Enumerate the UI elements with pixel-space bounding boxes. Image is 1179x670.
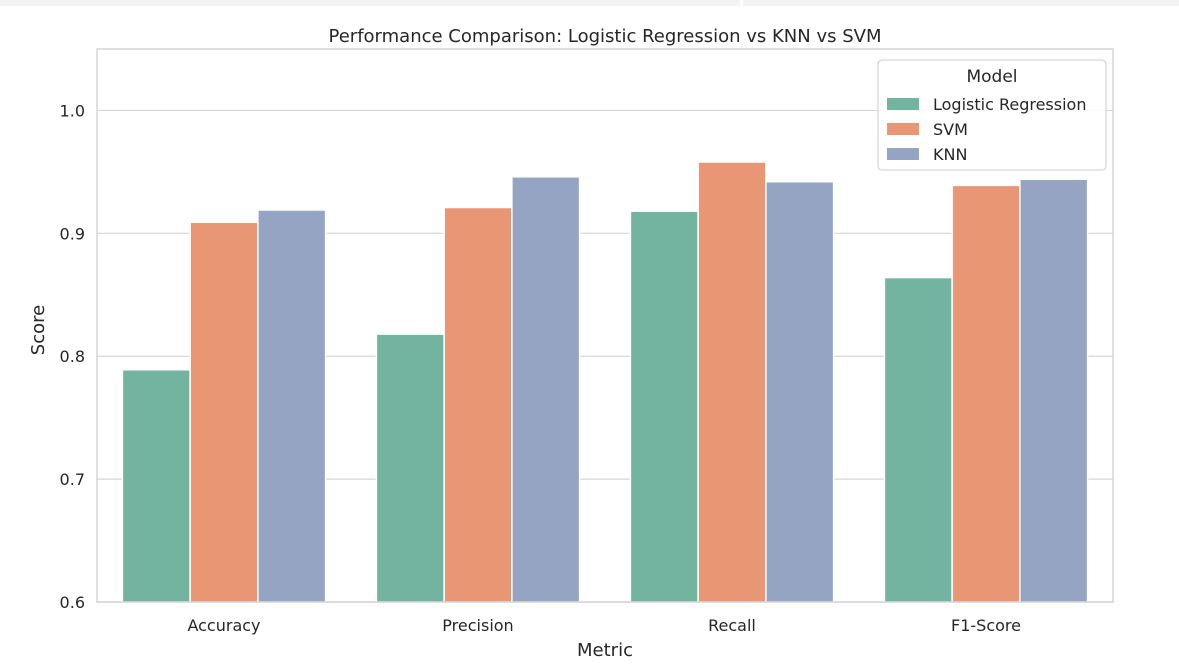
legend-swatch: [887, 148, 919, 160]
bar-knn: [765, 180, 835, 603]
chart-title: Performance Comparison: Logistic Regress…: [329, 26, 882, 47]
bar-svm: [697, 161, 767, 603]
y-tick-label: 0.6: [60, 593, 85, 612]
top-strip: [0, 0, 740, 6]
bar-svm: [443, 206, 513, 603]
y-tick-label: 1.0: [60, 101, 85, 120]
legend-label: KNN: [933, 145, 967, 164]
x-tick-label: Precision: [442, 616, 513, 635]
y-tick-label: 0.7: [60, 470, 85, 489]
legend-label: SVM: [933, 120, 968, 139]
y-tick-label: 0.8: [60, 347, 85, 366]
legend-swatch: [887, 98, 919, 110]
plot-frame: [96, 48, 1114, 603]
bar-svm: [951, 184, 1021, 603]
bar-knn: [1019, 178, 1089, 603]
x-tick-label: Accuracy: [187, 616, 260, 635]
bar-logistic-regression: [121, 368, 191, 603]
legend-label: Logistic Regression: [933, 95, 1086, 114]
bar-knn: [257, 209, 327, 603]
legend-title: Model: [966, 67, 1017, 87]
legend-swatch: [887, 123, 919, 135]
x-tick-label: Recall: [708, 616, 756, 635]
legend-box: [877, 59, 1107, 171]
bar-svm: [189, 221, 259, 603]
top-strip: [743, 0, 1179, 6]
bar-logistic-regression: [375, 333, 445, 603]
bar-logistic-regression: [629, 210, 699, 603]
x-tick-label: F1-Score: [951, 616, 1021, 635]
y-tick-label: 0.9: [60, 224, 85, 243]
x-axis-label: Metric: [577, 640, 633, 661]
bar-knn: [511, 176, 581, 603]
y-axis-label: Score: [28, 305, 49, 355]
bar-logistic-regression: [883, 276, 953, 603]
